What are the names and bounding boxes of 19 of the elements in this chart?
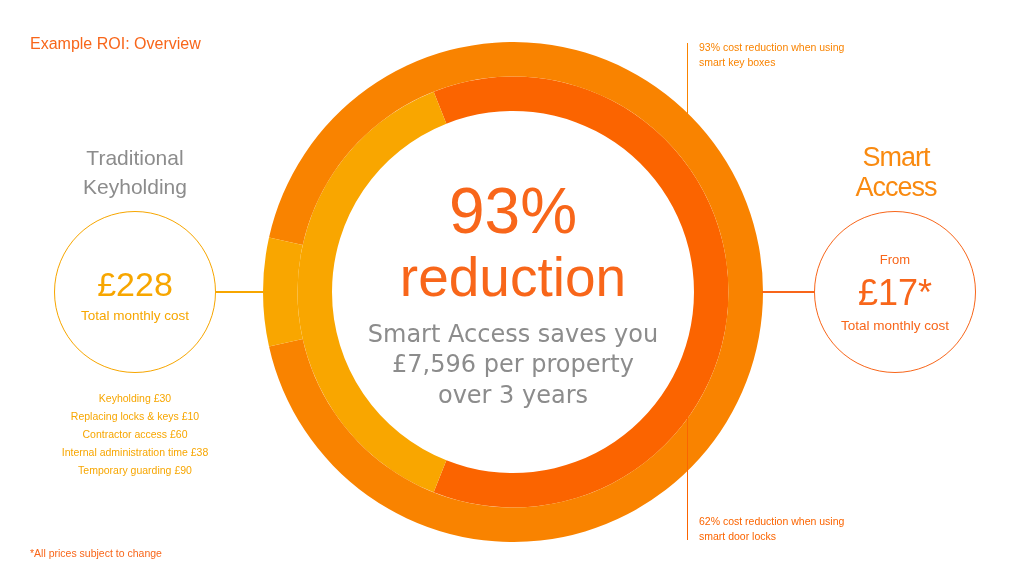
text: Smart Access [854, 142, 938, 202]
slice-label: 93% cost reduction when using smart key boxes [699, 39, 846, 70]
text: *All prices subject to change [30, 546, 163, 560]
text: Internal administration time £38 [60, 445, 210, 460]
text: Example ROI: Overview [30, 34, 202, 54]
text: Smart Access saves you £7,596 per property over 3 years [366, 318, 660, 411]
text: reduction [398, 245, 628, 308]
slice-label: 62% cost reduction when using smart door locks [699, 513, 846, 544]
text: Contractor access £60 [81, 427, 189, 442]
text: Temporary guarding £90 [77, 463, 193, 478]
text: Total monthly cost [79, 307, 190, 325]
text: From [878, 252, 912, 268]
text: 93% [447, 175, 579, 247]
text: £228 [96, 264, 174, 304]
text: Replacing locks & keys £10 [69, 409, 201, 424]
text: Traditional Keyholding [82, 144, 188, 200]
text: Total monthly cost [839, 317, 950, 335]
text: £17* [856, 272, 934, 313]
text: Keyholding £30 [97, 391, 173, 406]
